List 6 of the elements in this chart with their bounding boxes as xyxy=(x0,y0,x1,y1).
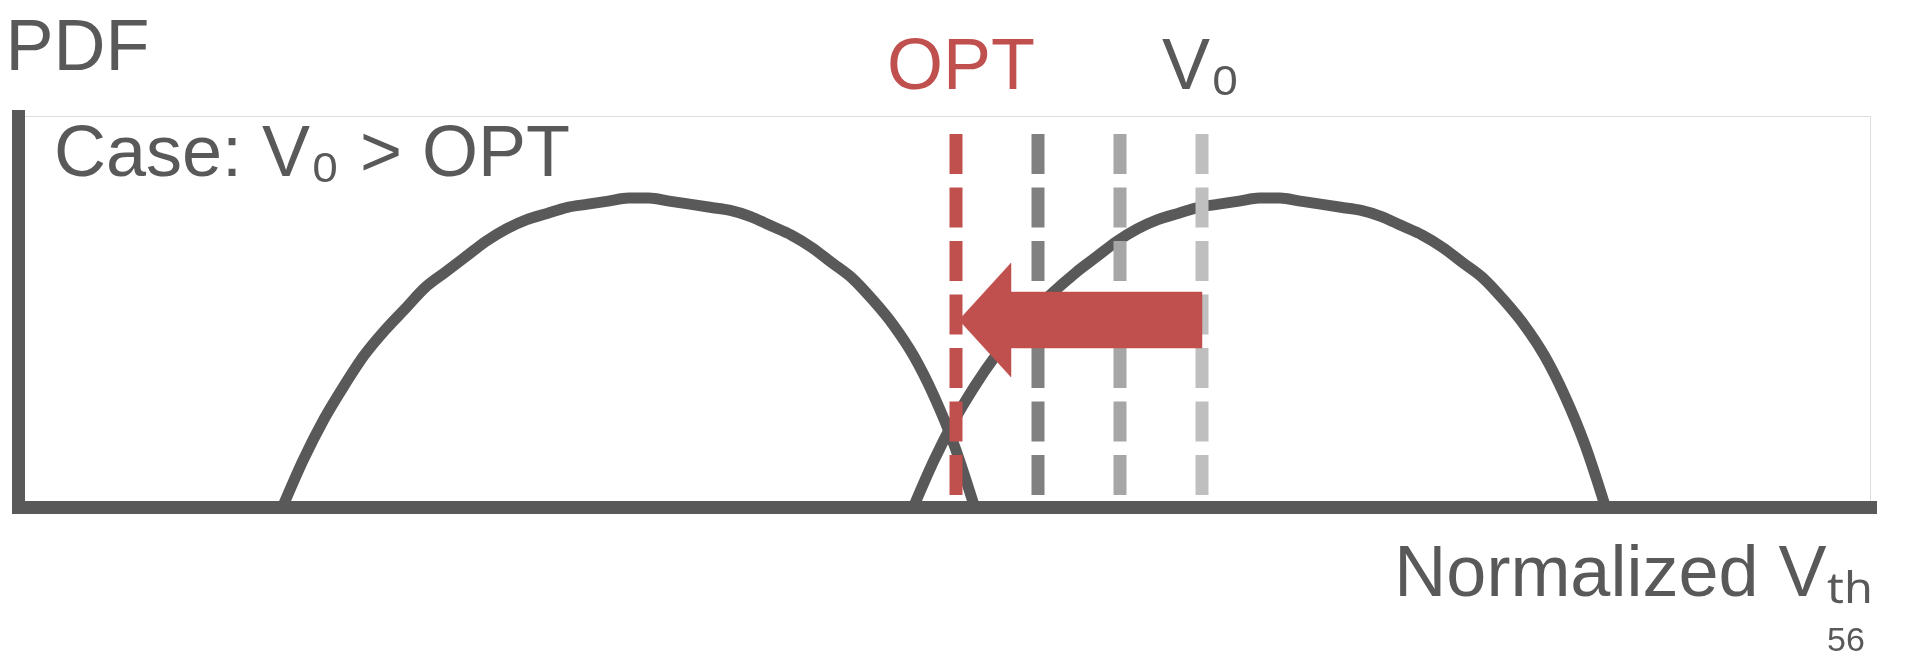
text: V₀ xyxy=(1162,24,1240,104)
text: OPT xyxy=(886,24,1036,104)
x-axis-title: Normalized Vₜₕ xyxy=(1394,530,1873,611)
y-axis-title: PDF xyxy=(5,4,150,85)
text: Case: V₀ > OPT xyxy=(54,111,571,191)
text: 56 xyxy=(1827,620,1865,656)
